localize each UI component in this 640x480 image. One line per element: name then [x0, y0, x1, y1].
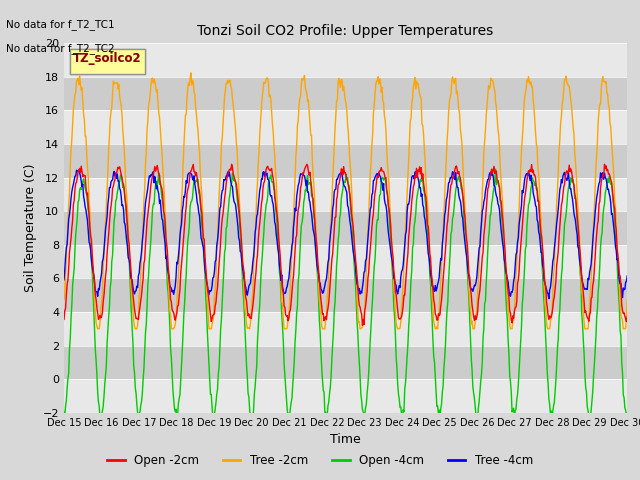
Bar	[64, 144, 627, 178]
Bar	[64, 245, 627, 278]
Text: No data for f_T2_TC2: No data for f_T2_TC2	[6, 43, 115, 54]
Y-axis label: Soil Temperature (C): Soil Temperature (C)	[24, 164, 37, 292]
Bar	[64, 346, 627, 379]
Bar	[64, 379, 627, 413]
Bar	[64, 110, 627, 144]
Bar	[64, 43, 627, 77]
X-axis label: Time: Time	[330, 433, 361, 446]
Bar	[64, 178, 627, 211]
Bar	[64, 312, 627, 346]
Bar	[64, 77, 627, 110]
Bar	[64, 211, 627, 245]
Legend: 	[70, 49, 145, 74]
Title: Tonzi Soil CO2 Profile: Upper Temperatures: Tonzi Soil CO2 Profile: Upper Temperatur…	[198, 24, 493, 38]
Legend: Open -2cm, Tree -2cm, Open -4cm, Tree -4cm: Open -2cm, Tree -2cm, Open -4cm, Tree -4…	[102, 449, 538, 472]
Bar	[64, 278, 627, 312]
Text: No data for f_T2_TC1: No data for f_T2_TC1	[6, 19, 115, 30]
